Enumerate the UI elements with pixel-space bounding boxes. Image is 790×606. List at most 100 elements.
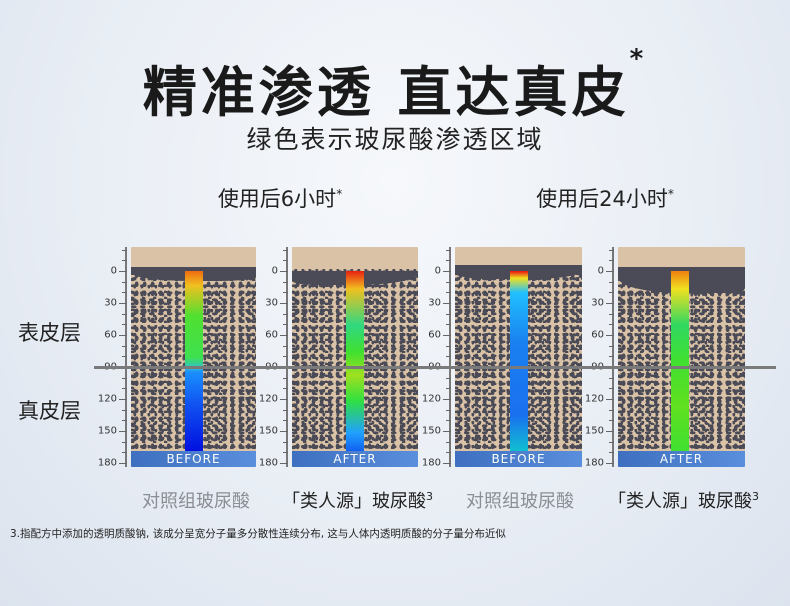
axis-tick-label: 150 bbox=[421, 425, 441, 437]
axis-tick-label: 30 bbox=[428, 297, 441, 309]
axis-tick bbox=[443, 431, 451, 433]
axis-tick bbox=[122, 409, 127, 411]
axis-tick bbox=[443, 271, 451, 272]
axis-tick bbox=[606, 335, 614, 337]
axis-tick bbox=[119, 335, 127, 337]
axis-tick-label: 0 bbox=[434, 265, 441, 277]
group-24h-label: 使用后24小时* bbox=[536, 187, 674, 211]
axis-tick bbox=[609, 356, 614, 358]
axis-tick bbox=[609, 281, 614, 283]
axis-tick bbox=[446, 281, 451, 283]
axis-tick bbox=[122, 356, 127, 358]
axis-tick bbox=[122, 452, 127, 454]
axis-tick bbox=[609, 420, 614, 422]
axis-tick bbox=[280, 463, 288, 465]
axis-tick-label: 150 bbox=[258, 425, 278, 437]
caption-humanlike-2: 「类人源」玻尿酸3 bbox=[608, 490, 759, 512]
axis-tick bbox=[609, 452, 614, 454]
axis-tick bbox=[283, 377, 288, 379]
title-asterisk: * bbox=[629, 44, 648, 74]
axis-tick-label: 180 bbox=[97, 457, 117, 469]
axis-tick bbox=[283, 249, 288, 251]
axis-tick bbox=[606, 271, 614, 272]
axis-tick bbox=[443, 463, 451, 465]
axis-tick-label: 120 bbox=[421, 393, 441, 405]
axis-tick bbox=[283, 356, 288, 358]
before-label: BEFORE bbox=[131, 451, 256, 467]
penetration-bar bbox=[346, 271, 364, 451]
axis-tick bbox=[609, 324, 614, 326]
axis-tick-label: 120 bbox=[97, 393, 117, 405]
penetration-bar bbox=[671, 271, 689, 451]
axis-tick bbox=[446, 260, 451, 262]
axis-tick bbox=[283, 452, 288, 454]
caption-humanlike-1: 「类人源」玻尿酸3 bbox=[282, 490, 433, 512]
axis-tick-label: 120 bbox=[258, 393, 278, 405]
axis-tick bbox=[446, 420, 451, 422]
axis-tick bbox=[119, 399, 127, 401]
dermis-label: 真皮层 bbox=[18, 399, 81, 423]
panel-6h-before: BEFORE bbox=[131, 247, 256, 467]
panel-24h-after: AFTER bbox=[618, 247, 745, 467]
axis-tick bbox=[609, 388, 614, 390]
axis-tick bbox=[283, 260, 288, 262]
axis-tick bbox=[446, 388, 451, 390]
after-label: AFTER bbox=[618, 451, 745, 467]
axis-tick bbox=[122, 377, 127, 379]
axis-tick-label: 60 bbox=[428, 329, 441, 341]
depth-axis: 0306090120150180 bbox=[258, 247, 288, 469]
axis-tick bbox=[122, 388, 127, 390]
axis-tick bbox=[119, 271, 127, 272]
axis-tick bbox=[283, 388, 288, 390]
axis-tick bbox=[609, 345, 614, 347]
penetration-bar bbox=[185, 271, 203, 451]
axis-tick bbox=[609, 260, 614, 262]
axis-tick bbox=[280, 335, 288, 337]
panel-24h-before: BEFORE bbox=[455, 247, 582, 467]
caption-control-2: 对照组玻尿酸 bbox=[466, 491, 574, 512]
axis-tick bbox=[606, 303, 614, 304]
axis-tick bbox=[446, 345, 451, 347]
axis-tick bbox=[609, 377, 614, 379]
epidermis-label: 表皮层 bbox=[18, 321, 81, 345]
subtitle: 绿色表示玻尿酸渗透区域 bbox=[246, 125, 544, 154]
axis-tick-label: 30 bbox=[591, 297, 604, 309]
axis-tick bbox=[122, 281, 127, 283]
title-text: 精准渗透 直达真皮 bbox=[142, 61, 630, 124]
axis-tick bbox=[122, 441, 127, 443]
axis-tick bbox=[122, 292, 127, 294]
axis-tick bbox=[119, 463, 127, 465]
main-title: 精准渗透 直达真皮* bbox=[0, 44, 790, 127]
axis-tick bbox=[446, 249, 451, 251]
epidermis-dermis-divider bbox=[94, 366, 776, 369]
axis-tick bbox=[446, 313, 451, 315]
axis-tick bbox=[446, 409, 451, 411]
axis-tick bbox=[280, 399, 288, 401]
axis-tick-label: 60 bbox=[265, 329, 278, 341]
axis-tick bbox=[283, 281, 288, 283]
axis-tick bbox=[443, 303, 451, 304]
axis-tick bbox=[280, 303, 288, 304]
group-6h-label: 使用后6小时* bbox=[217, 187, 343, 211]
axis-tick-label: 0 bbox=[271, 265, 278, 277]
axis-tick bbox=[283, 409, 288, 411]
axis-tick bbox=[280, 271, 288, 272]
axis-tick-label: 60 bbox=[104, 329, 117, 341]
axis-tick bbox=[446, 324, 451, 326]
axis-tick bbox=[606, 463, 614, 465]
axis-tick bbox=[283, 313, 288, 315]
depth-axis: 0306090120150180 bbox=[97, 247, 127, 469]
axis-tick bbox=[122, 313, 127, 315]
axis-tick bbox=[119, 303, 127, 304]
axis-tick bbox=[446, 377, 451, 379]
axis-tick bbox=[280, 431, 288, 433]
axis-tick bbox=[283, 345, 288, 347]
axis-tick bbox=[609, 249, 614, 251]
axis-tick bbox=[283, 420, 288, 422]
axis-tick bbox=[446, 441, 451, 443]
axis-tick bbox=[443, 335, 451, 337]
axis-tick-label: 60 bbox=[591, 329, 604, 341]
axis-tick-label: 30 bbox=[265, 297, 278, 309]
axis-tick bbox=[119, 431, 127, 433]
axis-tick-label: 180 bbox=[421, 457, 441, 469]
